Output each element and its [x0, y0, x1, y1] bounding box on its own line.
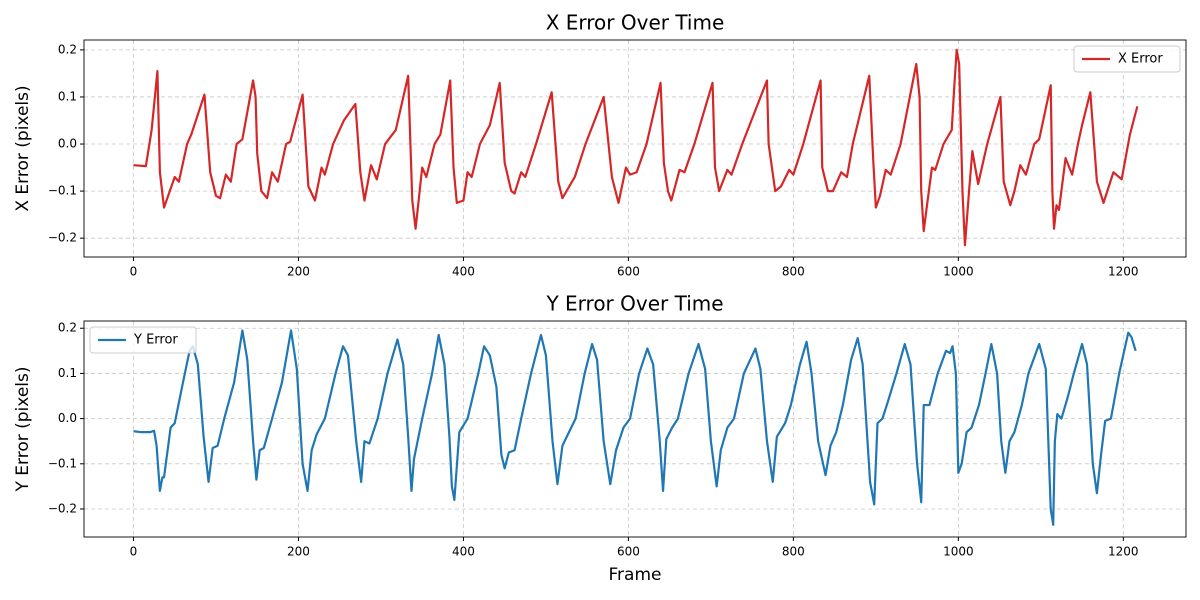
x-tick-label: 1000: [943, 265, 974, 279]
y-tick-label: 0.2: [58, 42, 77, 56]
x-tick-label: 0: [130, 265, 138, 279]
x-tick-label: 200: [287, 545, 310, 559]
x-tick-label: 800: [782, 265, 805, 279]
legend: X Error: [1073, 45, 1181, 73]
y-axis-label: Y Error (pixels): [13, 367, 33, 493]
chart-title: X Error Over Time: [546, 11, 725, 35]
legend-box: [1073, 45, 1181, 73]
x-tick-label: 600: [617, 265, 640, 279]
x-tick-label: 0: [130, 545, 138, 559]
y-tick-label: 0.2: [58, 321, 77, 335]
y-tick-label: 0.0: [58, 137, 77, 151]
legend-box: [89, 326, 197, 354]
x-tick-label: 600: [617, 545, 640, 559]
x-tick-label: 400: [452, 545, 475, 559]
plot-frame: [83, 320, 1187, 538]
x-tick-label: 200: [287, 265, 310, 279]
x-axis-label: Frame: [609, 565, 662, 585]
x-tick-label: 800: [782, 545, 805, 559]
legend-label: Y Error: [133, 333, 178, 348]
legend-label: X Error: [1118, 52, 1163, 67]
y-tick-label: −0.1: [48, 456, 77, 470]
legend: Y Error: [89, 326, 197, 354]
x-tick-label: 1000: [943, 545, 974, 559]
y-tick-label: 0.1: [58, 89, 77, 103]
x-tick-label: 1200: [1108, 265, 1139, 279]
data-line: [133, 48, 1139, 247]
y-tick-label: −0.1: [48, 184, 77, 198]
plot-frame: [83, 39, 1187, 258]
y-tick-label: −0.2: [48, 231, 77, 245]
chart-title: Y Error Over Time: [545, 292, 723, 316]
y-tick-label: −0.2: [48, 501, 77, 515]
data-line: [133, 329, 1137, 526]
y-tick-label: 0.0: [58, 411, 77, 425]
y-axis-label: X Error (pixels): [13, 85, 33, 211]
x-tick-label: 1200: [1108, 545, 1139, 559]
y-tick-label: 0.1: [58, 366, 77, 380]
x-tick-label: 400: [452, 265, 475, 279]
